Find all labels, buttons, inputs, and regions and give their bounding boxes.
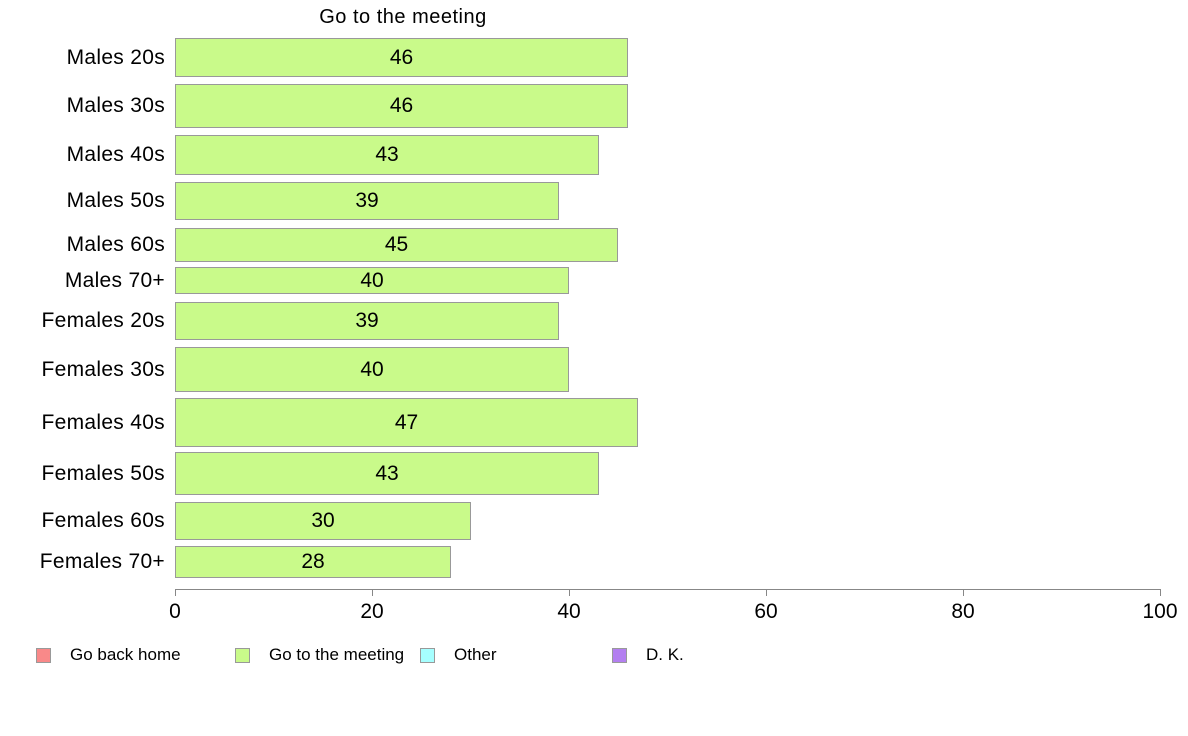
bar: 39 — [175, 182, 559, 220]
bar-value-label: 30 — [311, 509, 335, 532]
bar-value-label: 39 — [355, 309, 379, 332]
category-label: Females 50s — [41, 461, 165, 485]
bar: 43 — [175, 135, 599, 175]
bar-value-label: 43 — [375, 461, 399, 485]
x-axis-line — [175, 589, 1160, 590]
bar-value-label: 47 — [394, 410, 419, 434]
category-label: Males 60s — [66, 233, 165, 256]
x-axis-tick — [372, 589, 373, 596]
x-axis-tick-label: 20 — [360, 600, 384, 623]
x-axis-tick — [1160, 589, 1161, 596]
bar-value-label: 28 — [301, 550, 325, 573]
legend-item: Go to the meeting — [235, 645, 404, 665]
bar: 47 — [175, 398, 638, 447]
legend-label: Go to the meeting — [269, 645, 405, 664]
bar: 28 — [175, 546, 451, 578]
bar: 43 — [175, 452, 599, 495]
x-axis-tick-label: 100 — [1142, 600, 1178, 623]
bar-value-label: 40 — [360, 268, 384, 292]
category-label: Females 30s — [41, 357, 165, 381]
bar-value-label: 45 — [384, 233, 409, 256]
bar-value-label: 39 — [355, 189, 379, 212]
x-axis-tick-label: 0 — [169, 600, 181, 623]
bar-value-label: 43 — [375, 143, 399, 166]
bar: 46 — [175, 38, 628, 77]
x-axis-tick — [569, 589, 570, 596]
x-axis-tick-label: 60 — [754, 600, 778, 623]
category-label: Males 70+ — [64, 268, 165, 292]
category-label: Males 40s — [66, 143, 165, 166]
bar: 45 — [175, 228, 618, 262]
legend-swatch — [36, 647, 51, 663]
x-axis-tick — [963, 589, 964, 596]
category-label: Males 50s — [66, 189, 165, 212]
legend-item: Go back home — [36, 645, 181, 665]
category-label: Females 70+ — [39, 550, 165, 573]
legend-swatch — [612, 647, 627, 663]
bar-value-label: 40 — [360, 357, 384, 381]
bar: 40 — [175, 347, 569, 392]
category-label: Females 60s — [41, 509, 165, 532]
bar-value-label: 46 — [389, 45, 414, 69]
bar: 30 — [175, 502, 471, 540]
bar-value-label: 46 — [389, 94, 414, 117]
legend-swatch — [235, 647, 250, 663]
bar: 39 — [175, 302, 559, 340]
legend-item: D. K. — [612, 645, 684, 665]
legend-label: Go back home — [70, 645, 181, 664]
legend-swatch — [420, 647, 435, 663]
category-label: Males 20s — [66, 45, 165, 69]
bar: 46 — [175, 84, 628, 128]
category-label: Females 20s — [41, 309, 165, 332]
legend-label: Other — [454, 645, 497, 664]
x-axis-tick — [766, 589, 767, 596]
x-axis-tick — [175, 589, 176, 596]
legend-item: Other — [420, 645, 497, 665]
x-axis-tick-label: 80 — [951, 600, 975, 623]
x-axis-tick-label: 40 — [557, 600, 581, 623]
chart-title: Go to the meeting — [319, 6, 487, 28]
bar: 40 — [175, 267, 569, 294]
category-label: Males 30s — [66, 94, 165, 117]
legend-label: D. K. — [646, 645, 684, 664]
category-label: Females 40s — [41, 410, 165, 434]
